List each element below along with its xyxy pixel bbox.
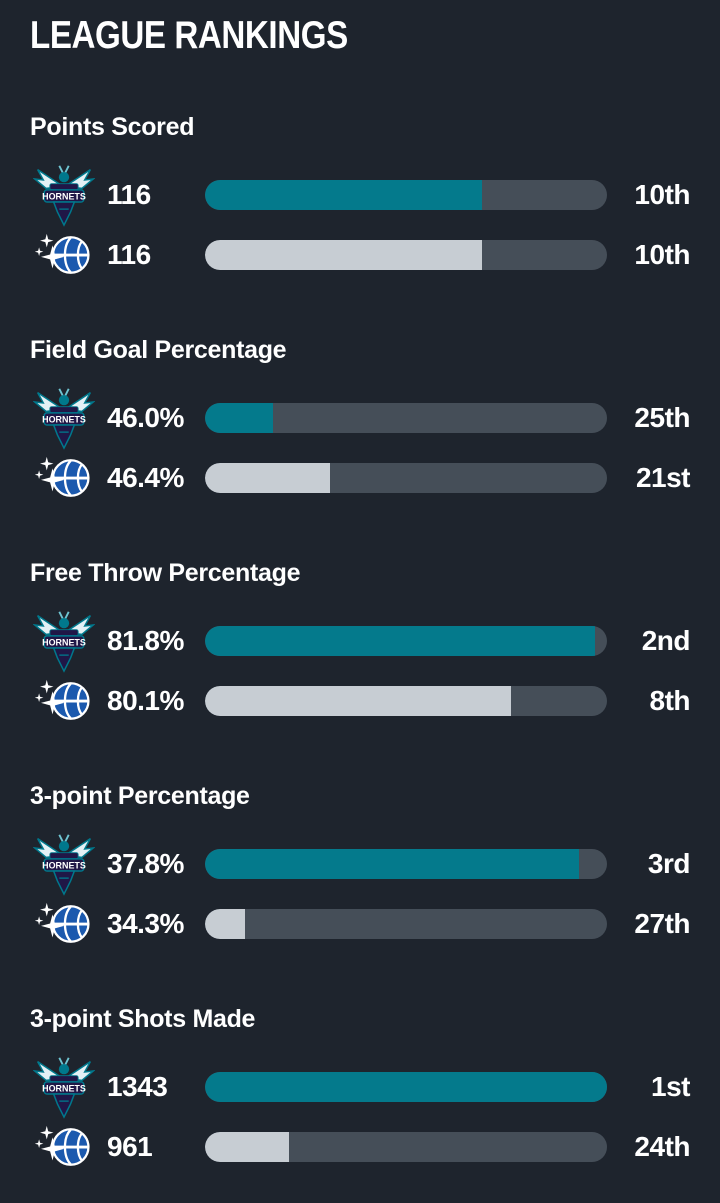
stat-value: 1343 (107, 1071, 168, 1102)
magic-logo (35, 232, 93, 278)
team-logo-box (30, 832, 98, 896)
rank-label: 25th (634, 402, 690, 433)
stat-value: 81.8% (107, 625, 184, 656)
team-stat-row: 81.8% 2nd (30, 609, 691, 673)
rank-bar-fill (205, 1132, 290, 1162)
stat-section: Points Scored 116 10th 116 10th (30, 112, 691, 285)
rank-bar-track (205, 180, 607, 210)
rank-bar-fill (205, 180, 483, 210)
hornets-logo (33, 609, 95, 673)
team-stat-row: 80.1% 8th (30, 671, 691, 731)
rank-label: 10th (634, 179, 690, 210)
team-logo-box (30, 386, 98, 450)
stat-section-title: Points Scored (30, 113, 195, 141)
rank-label: 8th (649, 685, 691, 716)
hornets-logo (33, 163, 95, 227)
team-stat-row: 37.8% 3rd (30, 832, 691, 896)
rank-bar-track (205, 1132, 607, 1162)
magic-logo (35, 455, 93, 501)
rank-bar-track (205, 909, 607, 939)
rank-label: 3rd (647, 848, 691, 879)
rank-bar-track (205, 1072, 607, 1102)
team-stat-row: 46.4% 21st (30, 448, 691, 508)
page-title: LEAGUE RANKINGS (30, 14, 348, 57)
team-stat-row: 1343 1st (30, 1055, 691, 1119)
rank-bar-fill (205, 1072, 607, 1102)
stat-section-title: 3-point Percentage (30, 782, 250, 810)
team-logo-box (30, 1055, 98, 1119)
league-rankings-panel: LEAGUE RANKINGS Points Scored 116 10th 1… (30, 14, 691, 1177)
team-logo-box (30, 609, 98, 673)
rank-label: 27th (634, 908, 690, 939)
hornets-logo (33, 386, 95, 450)
stat-value: 37.8% (107, 848, 184, 879)
rank-label: 10th (634, 239, 690, 270)
stat-rows: 46.0% 25th 46.4% 21st (30, 386, 691, 508)
team-stat-row: 116 10th (30, 163, 691, 227)
rank-bar-track (205, 626, 607, 656)
rank-bar-fill (205, 909, 246, 939)
stat-value: 34.3% (107, 908, 184, 939)
team-stat-row: 961 24th (30, 1117, 691, 1177)
magic-logo (35, 678, 93, 724)
rank-bar-track (205, 686, 607, 716)
rank-bar-fill (205, 403, 274, 433)
stat-section: Free Throw Percentage 81.8% 2nd 80.1% 8t… (30, 558, 691, 731)
rank-bar-fill (205, 626, 595, 656)
rank-bar-fill (205, 686, 511, 716)
team-logo-box (30, 232, 98, 278)
team-stat-row: 46.0% 25th (30, 386, 691, 450)
stat-section-title: Field Goal Percentage (30, 336, 287, 364)
team-logo-box (30, 455, 98, 501)
stat-value: 116 (107, 239, 151, 270)
rank-label: 1st (651, 1071, 690, 1102)
stat-value: 46.4% (107, 462, 184, 493)
stat-rows: 81.8% 2nd 80.1% 8th (30, 609, 691, 731)
rank-label: 2nd (641, 625, 691, 656)
team-stat-row: 34.3% 27th (30, 894, 691, 954)
stat-section-title: Free Throw Percentage (30, 559, 301, 587)
rank-label: 21st (635, 462, 691, 493)
stat-rows: 37.8% 3rd 34.3% 27th (30, 832, 691, 954)
rank-bar-fill (205, 849, 579, 879)
stat-section: 3-point Shots Made 1343 1st 961 24th (30, 1004, 691, 1177)
rank-label: 24th (634, 1131, 690, 1162)
stat-value: 116 (107, 179, 151, 210)
stat-section: Field Goal Percentage 46.0% 25th 46.4% 2… (30, 335, 691, 508)
sections-container: Points Scored 116 10th 116 10th Field Go… (30, 112, 691, 1177)
rank-bar-fill (205, 240, 483, 270)
stat-section-title: 3-point Shots Made (30, 1005, 256, 1033)
stat-section: 3-point Percentage 37.8% 3rd 34.3% 27th (30, 781, 691, 954)
hornets-logo (33, 832, 95, 896)
stat-rows: 1343 1st 961 24th (30, 1055, 691, 1177)
magic-logo (35, 1124, 93, 1170)
team-logo-box (30, 678, 98, 724)
team-logo-box (30, 1124, 98, 1170)
team-logo-box (30, 163, 98, 227)
rank-bar-track (205, 463, 607, 493)
rank-bar-track (205, 240, 607, 270)
rank-bar-fill (205, 463, 330, 493)
rank-bar-track (205, 403, 607, 433)
magic-logo (35, 901, 93, 947)
stat-rows: 116 10th 116 10th (30, 163, 691, 285)
team-stat-row: 116 10th (30, 225, 691, 285)
stat-value: 961 (107, 1131, 153, 1162)
stat-value: 80.1% (107, 685, 184, 716)
rank-bar-track (205, 849, 607, 879)
hornets-logo (33, 1055, 95, 1119)
stat-value: 46.0% (107, 402, 184, 433)
team-logo-box (30, 901, 98, 947)
